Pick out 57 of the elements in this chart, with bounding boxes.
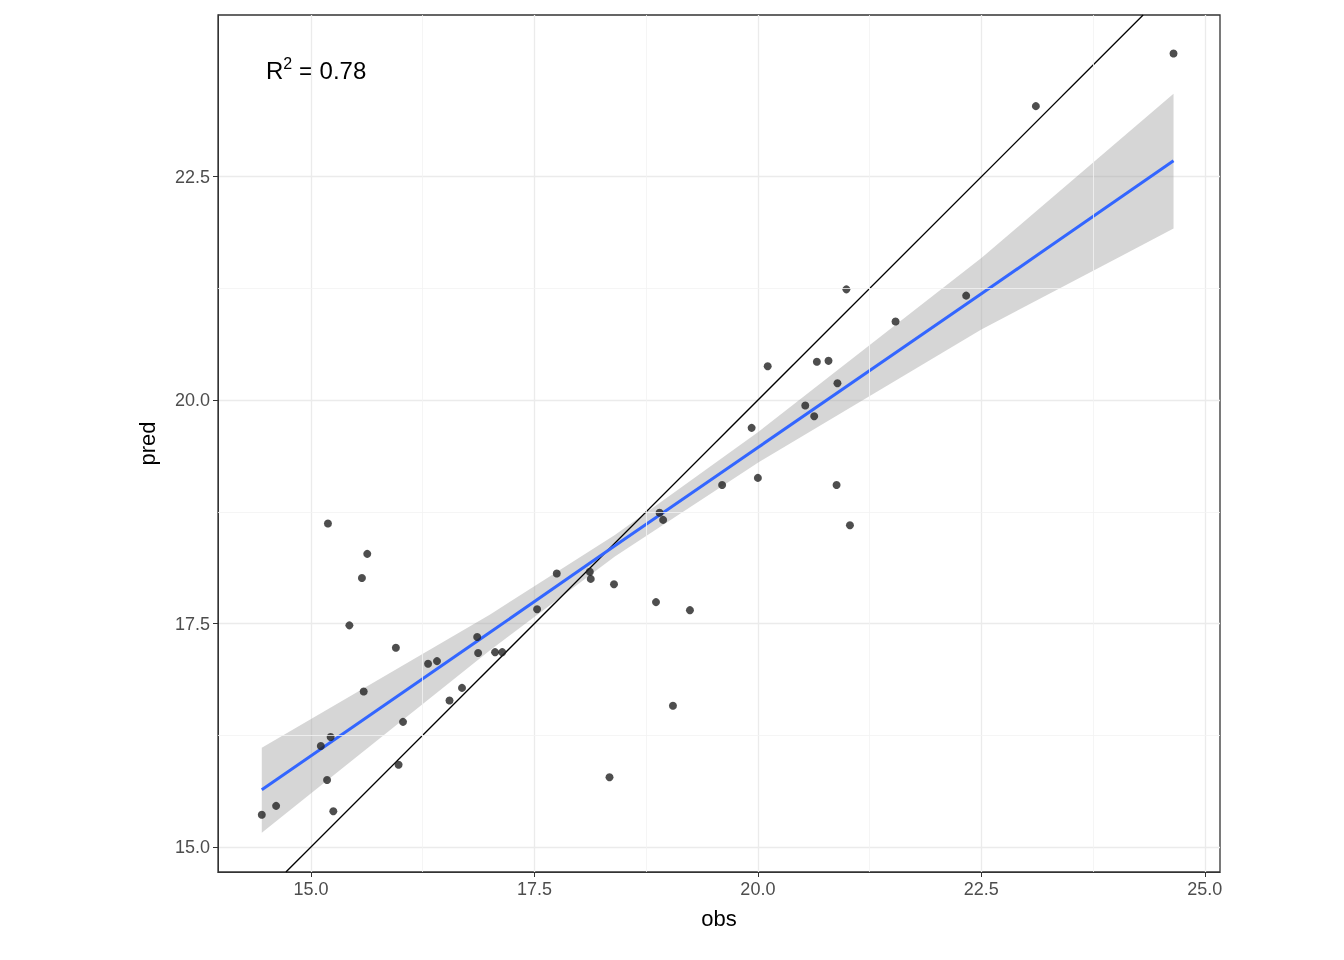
point [824,356,833,365]
point [812,357,821,366]
point [394,760,403,769]
x-axis-title: obs [701,905,737,931]
point [316,742,325,750]
point [753,473,762,482]
point [605,773,614,782]
x-tick-label: 25.0 [1187,879,1223,899]
x-tick-label: 17.5 [516,879,552,899]
y-tick-label: 22.5 [174,166,210,187]
point [832,481,841,490]
point [810,412,819,421]
x-tick-label: 15.0 [293,879,329,899]
point [552,569,561,578]
point [391,643,400,652]
point [363,549,372,558]
point [609,580,618,589]
point [357,573,366,582]
point [685,606,694,615]
point [668,701,677,710]
point [272,801,281,810]
point [718,481,727,490]
point [833,379,842,388]
point [891,317,900,326]
point [962,291,971,300]
point [763,362,772,371]
point [586,574,595,583]
point [473,632,482,641]
point [329,807,338,816]
point [491,648,500,657]
point [445,696,454,705]
point [458,683,467,692]
point [498,648,507,657]
y-tick-label: 17.5 [174,613,210,634]
point [1031,102,1040,111]
point [399,717,408,726]
point [433,657,441,666]
point [747,423,756,432]
point [323,775,332,784]
point [257,810,266,819]
y-axis-title: pred [134,421,160,466]
point [323,519,332,528]
y-tick-label: 20.0 [174,390,210,411]
y-tick-label: 15.0 [174,836,210,857]
point [651,598,660,607]
point [1169,49,1178,58]
point [345,621,354,630]
point [359,687,368,696]
x-tick-label: 20.0 [740,879,776,899]
point [585,567,594,576]
point [533,605,542,614]
x-tick-label: 22.5 [963,879,999,899]
point [845,521,854,530]
point [801,401,810,410]
point [424,659,433,668]
point [659,515,668,524]
point [474,649,483,658]
